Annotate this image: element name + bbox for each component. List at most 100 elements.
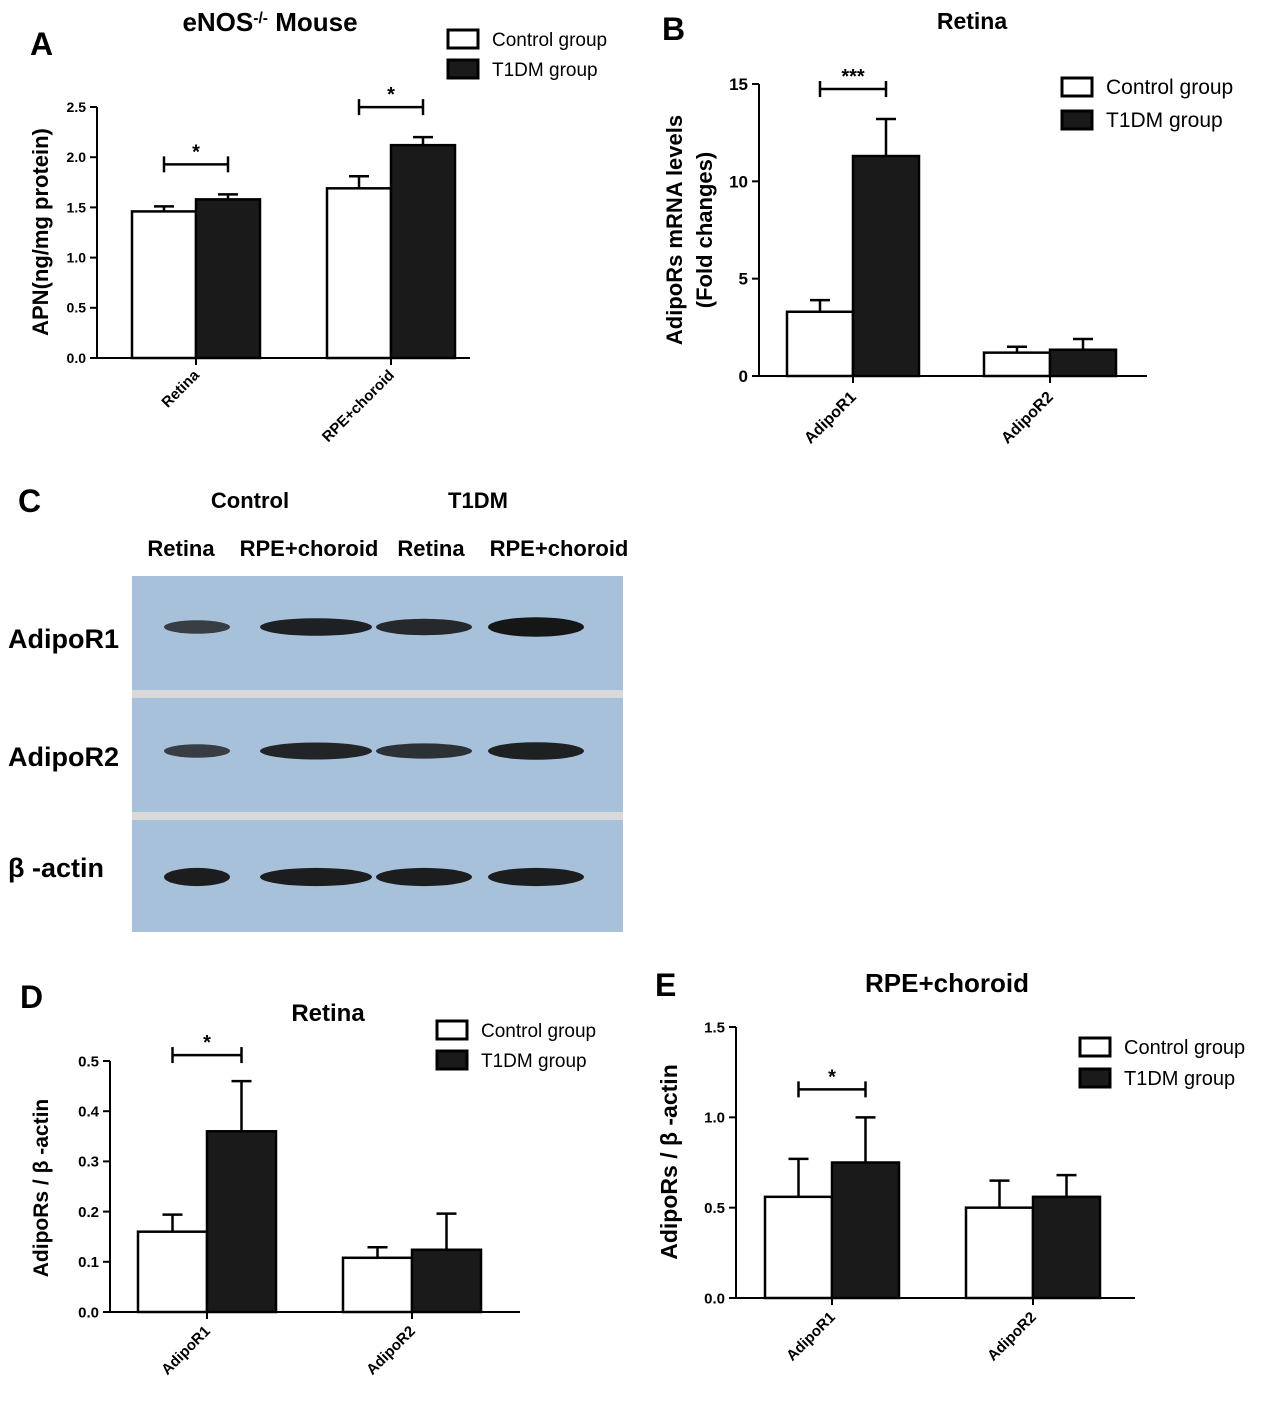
significance-label: * [387, 84, 395, 106]
control-bar-retina [130, 210, 198, 360]
chart-title: eNOS-/- Mouse [182, 7, 357, 37]
x-tick-label: AdipoR2 [363, 1323, 419, 1379]
blot-band [488, 617, 584, 637]
y-tick-label: 5 [739, 270, 748, 289]
chart-title-superscript: -/- [253, 10, 268, 27]
legend-swatch-t1dm [435, 1049, 469, 1071]
legend-swatch-t1dm [1078, 1067, 1112, 1089]
blot-lane-label: Retina [397, 536, 465, 561]
blot-band [376, 618, 472, 636]
legend-label-control: Control group [492, 30, 607, 51]
panel-letter: C [18, 483, 41, 519]
legend-label-control: Control group [1124, 1037, 1245, 1059]
control-bar-adipor1 [763, 1195, 834, 1300]
y-tick-label: 0.0 [78, 1304, 99, 1321]
y-axis-label-line2: (Fold changes) [692, 152, 717, 308]
y-tick-label: 1.5 [67, 199, 87, 215]
legend-swatch-control [435, 1019, 469, 1041]
blot-lane-label: RPE+choroid [490, 536, 629, 561]
y-tick-label: 2.0 [67, 149, 87, 165]
x-tick-label: AdipoR1 [783, 1309, 839, 1365]
blot-band [260, 742, 372, 760]
control-bar-adipor2 [982, 351, 1052, 378]
x-tick-label: AdipoR1 [158, 1323, 214, 1379]
legend-label-t1dm: T1DM group [1124, 1068, 1235, 1090]
y-tick-label: 0.1 [78, 1254, 99, 1271]
blot-row-label: AdipoR1 [8, 624, 119, 654]
t1dm-bar-adipor2 [1048, 348, 1118, 378]
t1dm-bar-adipor1 [830, 1161, 901, 1300]
blot-band [164, 620, 230, 634]
legend-swatch-t1dm [1060, 109, 1094, 131]
panel-letter: D [20, 979, 43, 1015]
control-bar-adipor1 [785, 310, 855, 378]
control-bar-adipor2 [964, 1206, 1035, 1300]
t1dm-bar-adipor1 [205, 1130, 278, 1314]
panel-letter: A [30, 26, 53, 62]
t1dm-bar-adipor2 [410, 1248, 483, 1314]
legend-label-t1dm: T1DM group [492, 60, 598, 81]
y-tick-label: 0.3 [78, 1154, 99, 1171]
control-bar-adipor1 [136, 1230, 209, 1314]
blot-band [488, 742, 584, 760]
x-tick-label: Retina [158, 366, 203, 411]
blot-lane-label: RPE+choroid [240, 536, 379, 561]
blot-band [488, 867, 584, 887]
significance-label: * [203, 1032, 211, 1054]
x-tick-label: AdipoR1 [801, 389, 860, 448]
y-tick-label: 0.2 [78, 1204, 99, 1221]
chart-title: Retina [291, 1000, 365, 1027]
y-tick-label: 10 [729, 172, 748, 191]
blot-row-label: β -actin [8, 853, 104, 883]
blot-lane-label: Retina [147, 536, 215, 561]
y-axis-label: APN(ng/mg protein) [28, 128, 53, 336]
chart-title-main: eNOS [182, 7, 253, 37]
blot-group-label: T1DM [448, 488, 508, 513]
legend-swatch-t1dm [446, 58, 480, 80]
significance-label: * [828, 1066, 836, 1088]
significance-label: *** [841, 66, 865, 88]
blot-band [376, 867, 472, 887]
control-bar-rpe-choroid [325, 187, 393, 360]
blot-separator [132, 690, 623, 698]
x-tick-label: RPE+choroid [319, 367, 398, 446]
y-axis-label: AdipoRs / β -actin [656, 1064, 682, 1260]
panel-e: E RPE+choroid AdipoRs / β -actin 0.0 0.5 1.0 1… [655, 967, 1245, 1364]
legend-swatch-control [1078, 1036, 1112, 1058]
chart-title-suffix: Mouse [268, 7, 358, 37]
y-tick-label: 0.0 [704, 1290, 725, 1307]
y-tick-label: 0.0 [67, 350, 87, 366]
legend-label-control: Control group [1106, 76, 1233, 99]
blot-separator [132, 812, 623, 820]
legend-label-t1dm: T1DM group [1106, 109, 1223, 132]
t1dm-bar-adipor1 [851, 154, 921, 378]
y-axis-label: AdipoRs / β -actin [30, 1099, 53, 1278]
t1dm-bar-rpe-choroid [389, 143, 457, 360]
panel-d: D Retina AdipoRs / β -actin 0.0 0.1 0.2 0.3 0.4… [20, 979, 596, 1378]
blot-band [260, 618, 372, 636]
blot-band [376, 743, 472, 759]
y-tick-label: 2.5 [67, 99, 87, 115]
panel-b: B Retina AdipoRs mRNA levels (Fold changes)… [662, 8, 1233, 447]
y-tick-label: 0.5 [78, 1053, 99, 1070]
chart-title: RPE+choroid [865, 968, 1029, 998]
y-tick-label: 1.5 [704, 1019, 725, 1036]
y-tick-label: 1.0 [67, 250, 87, 266]
legend-swatch-control [1060, 76, 1094, 98]
legend-label-t1dm: T1DM group [481, 1051, 587, 1072]
blot-row-label: AdipoR2 [8, 742, 119, 772]
y-tick-label: 1.0 [704, 1110, 725, 1127]
y-tick-label: 15 [729, 75, 748, 94]
x-tick-label: AdipoR2 [984, 1309, 1040, 1365]
blot-group-label: Control [211, 488, 289, 513]
x-tick-label: AdipoR2 [998, 389, 1057, 448]
t1dm-bar-retina [194, 198, 262, 360]
blot-band [260, 867, 372, 887]
legend-label-control: Control group [481, 1021, 596, 1042]
panel-letter: B [662, 11, 685, 47]
t1dm-bar-adipor2 [1031, 1195, 1102, 1300]
panel-c-western-blot: C Control T1DM Retina RPE+choroid Retina RPE+c… [8, 483, 628, 932]
chart-title: Retina [937, 8, 1008, 34]
